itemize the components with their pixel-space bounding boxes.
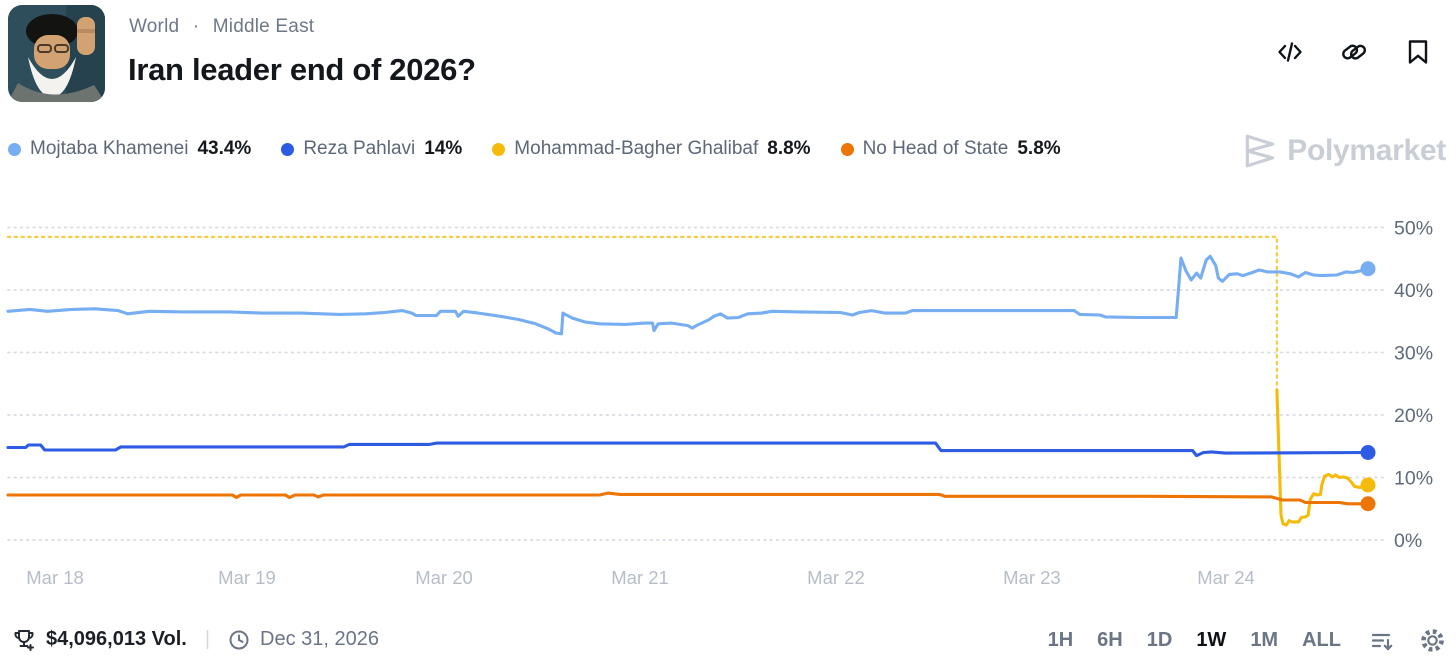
chart-controls: 1H 6H 1D 1W 1M ALL bbox=[1048, 627, 1446, 654]
market-avatar bbox=[8, 5, 105, 102]
y-axis-label-30: 30% bbox=[1394, 343, 1433, 365]
series-end-dot-mojtaba-khamenei bbox=[1360, 261, 1376, 277]
y-axis-label-0: 0% bbox=[1394, 530, 1422, 552]
breadcrumb-middle-east[interactable]: Middle East bbox=[212, 16, 315, 37]
legend-name: Mojtaba Khamenei bbox=[30, 138, 189, 159]
breadcrumb: World · Middle East bbox=[129, 16, 314, 38]
legend-name: Reza Pahlavi bbox=[303, 138, 416, 159]
legend-value: 5.8% bbox=[1017, 138, 1061, 159]
x-axis-label-mar-21: Mar 21 bbox=[611, 567, 669, 588]
breadcrumb-separator: · bbox=[192, 16, 200, 37]
legend-name: Mohammad-Bagher Ghalibaf bbox=[514, 138, 759, 159]
range-button-all[interactable]: ALL bbox=[1302, 629, 1341, 651]
footer-market-info: $4,096,013 Vol. | Dec 31, 2026 bbox=[12, 627, 379, 652]
y-axis-label-50: 50% bbox=[1394, 218, 1433, 240]
bookmark-icon[interactable] bbox=[1404, 38, 1432, 66]
footer-divider: | bbox=[204, 628, 211, 650]
legend-dot-lightblue-icon bbox=[8, 142, 21, 156]
legend-value: 8.8% bbox=[767, 138, 811, 159]
series-line-reza-pahlavi bbox=[6, 441, 1370, 458]
y-axis-label-40: 40% bbox=[1394, 280, 1433, 302]
series-end-dot-no-head-of-state bbox=[1360, 496, 1376, 512]
series-end-dot-mohammad-bagher-ghalibaf bbox=[1360, 477, 1376, 493]
header-actions bbox=[1276, 38, 1432, 66]
y-axis-label-20: 20% bbox=[1394, 405, 1433, 427]
embed-code-icon[interactable] bbox=[1276, 38, 1304, 66]
x-axis-label-mar-18: Mar 18 bbox=[26, 567, 84, 588]
settings-gear-icon[interactable] bbox=[1419, 627, 1446, 654]
polymarket-watermark: Polymarket bbox=[1241, 131, 1446, 171]
legend-item-no-head-of-state[interactable]: No Head of State 5.8% bbox=[840, 138, 1061, 160]
clock-icon bbox=[228, 629, 250, 651]
khamenei-portrait-image bbox=[8, 5, 105, 102]
x-axis-label-mar-24: Mar 24 bbox=[1197, 567, 1255, 588]
chart-legend: Mojtaba Khamenei 43.4% Reza Pahlavi 14% … bbox=[8, 138, 1061, 160]
copy-link-icon[interactable] bbox=[1340, 38, 1368, 66]
volume-value: $4,096,013 Vol. bbox=[46, 628, 187, 650]
legend-value: 14% bbox=[424, 138, 463, 159]
legend-dot-blue-icon bbox=[281, 142, 295, 156]
x-axis-label-mar-20: Mar 20 bbox=[415, 567, 473, 588]
breadcrumb-world[interactable]: World bbox=[129, 16, 180, 37]
series-line-mohammad-bagher-ghalibaf bbox=[1275, 388, 1370, 527]
legend-dot-yellow-icon bbox=[492, 142, 506, 156]
legend-item-mojtaba-khamenei[interactable]: Mojtaba Khamenei 43.4% bbox=[8, 138, 251, 160]
page-title: Iran leader end of 2026? bbox=[128, 52, 476, 87]
market-end-date: Dec 31, 2026 bbox=[260, 628, 380, 650]
legend-value: 43.4% bbox=[197, 138, 252, 159]
range-button-1w-active[interactable]: 1W bbox=[1196, 629, 1227, 651]
series-end-dot-reza-pahlavi bbox=[1360, 445, 1376, 460]
series-line-mojtaba-khamenei bbox=[6, 254, 1370, 336]
legend-name: No Head of State bbox=[862, 138, 1009, 159]
series-line-no-head-of-state bbox=[6, 491, 1370, 506]
range-button-1d[interactable]: 1D bbox=[1146, 629, 1173, 651]
series-line-mohammad-bagher-ghalibaf-dashed bbox=[6, 235, 1279, 392]
trophy-volume-icon[interactable] bbox=[12, 627, 36, 652]
legend-item-ghalibaf[interactable]: Mohammad-Bagher Ghalibaf 8.8% bbox=[492, 138, 811, 160]
x-axis-label-mar-22: Mar 22 bbox=[807, 567, 865, 588]
x-axis-label-mar-23: Mar 23 bbox=[1003, 567, 1061, 588]
x-axis-label-mar-19: Mar 19 bbox=[218, 567, 276, 588]
legend-dot-orange-icon bbox=[840, 142, 854, 156]
y-axis-label-10: 10% bbox=[1394, 468, 1433, 490]
polymarket-logo-icon bbox=[1246, 134, 1275, 168]
watermark-label: Polymarket bbox=[1287, 134, 1446, 167]
range-button-1m[interactable]: 1M bbox=[1250, 629, 1279, 651]
order-book-sort-icon[interactable] bbox=[1369, 629, 1395, 653]
legend-item-reza-pahlavi[interactable]: Reza Pahlavi 14% bbox=[281, 138, 462, 160]
range-button-6h[interactable]: 6H bbox=[1097, 629, 1123, 651]
range-button-1h[interactable]: 1H bbox=[1047, 629, 1074, 651]
